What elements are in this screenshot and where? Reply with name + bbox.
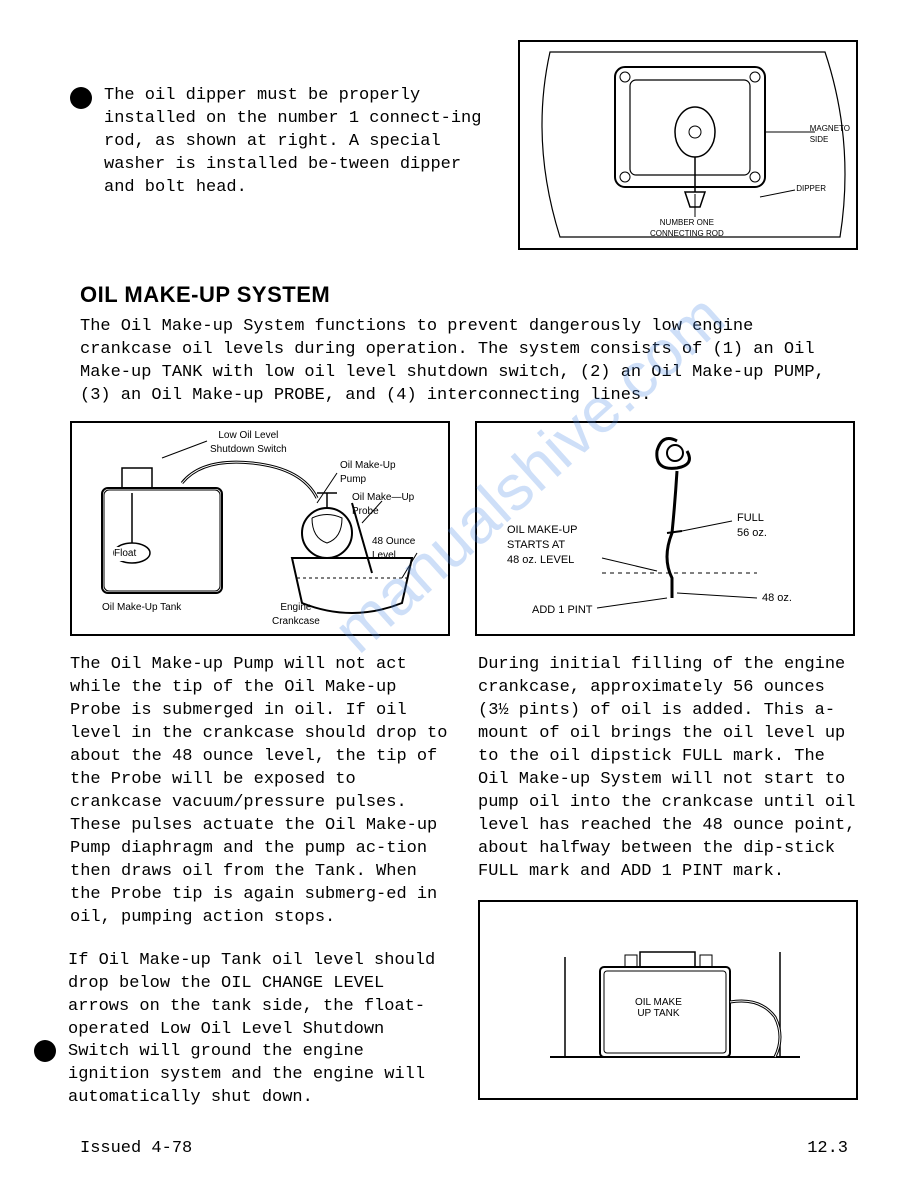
- label-48oz-level: 48 OunceLevel: [372, 535, 415, 562]
- bullet-icon: [34, 1040, 56, 1062]
- left-col-p2: If Oil Make-up Tank oil level should dro…: [68, 950, 450, 1111]
- label-oil-makeup-tank: OIL MAKEUP TANK: [635, 997, 682, 1019]
- label-pump: Oil Make-UpPump: [340, 459, 396, 486]
- figure-row: Low Oil LevelShutdown Switch Oil Make-Up…: [70, 421, 858, 636]
- label-connecting-rod: NUMBER ONECONNECTING ROD: [650, 218, 724, 240]
- label-magneto: MAGNETOSIDE: [810, 124, 850, 146]
- intro-paragraph: The Oil Make-up System functions to prev…: [80, 316, 848, 408]
- page-footer: Issued 4-78 12.3: [80, 1138, 848, 1161]
- label-add-pint: ADD 1 PINT: [532, 603, 593, 618]
- label-float: Float: [114, 547, 136, 561]
- left-column: The Oil Make-up Pump will not act while …: [70, 654, 450, 1110]
- top-row: The oil dipper must be properly installe…: [70, 40, 858, 250]
- label-dipper: DIPPER: [796, 184, 826, 195]
- footer-issued: Issued 4-78: [80, 1138, 192, 1161]
- top-paragraph-text: The oil dipper must be properly installe…: [104, 85, 493, 200]
- label-tank: Oil Make-Up Tank: [102, 601, 181, 615]
- bullet-icon: [70, 87, 92, 109]
- label-48oz: 48 oz.: [762, 591, 792, 606]
- right-column: During initial filling of the engine cra…: [478, 654, 858, 1110]
- right-col-p1: During initial filling of the engine cra…: [478, 654, 858, 883]
- figure-system-schematic: Low Oil LevelShutdown Switch Oil Make-Up…: [70, 421, 450, 636]
- footer-page-number: 12.3: [807, 1138, 848, 1161]
- top-bullet-paragraph: The oil dipper must be properly installe…: [70, 85, 493, 200]
- label-shutdown-switch: Low Oil LevelShutdown Switch: [210, 429, 287, 456]
- figure-dipstick-levels: OIL MAKE-UPSTARTS AT48 oz. LEVEL FULL56 …: [475, 421, 855, 636]
- label-crankcase: EngineCrankcase: [272, 601, 320, 628]
- label-probe: Oil Make—UpProbe: [352, 491, 414, 518]
- label-starts-at: OIL MAKE-UPSTARTS AT48 oz. LEVEL: [507, 523, 578, 568]
- label-full: FULL56 oz.: [737, 511, 767, 541]
- figure-dipper-install: MAGNETOSIDE DIPPER NUMBER ONECONNECTING …: [518, 40, 858, 250]
- figure-tank-installed: OIL MAKEUP TANK: [478, 900, 858, 1100]
- two-column-body: The Oil Make-up Pump will not act while …: [70, 654, 858, 1110]
- left-col-p1: The Oil Make-up Pump will not act while …: [70, 654, 450, 929]
- section-heading: OIL MAKE-UP SYSTEM: [80, 280, 858, 310]
